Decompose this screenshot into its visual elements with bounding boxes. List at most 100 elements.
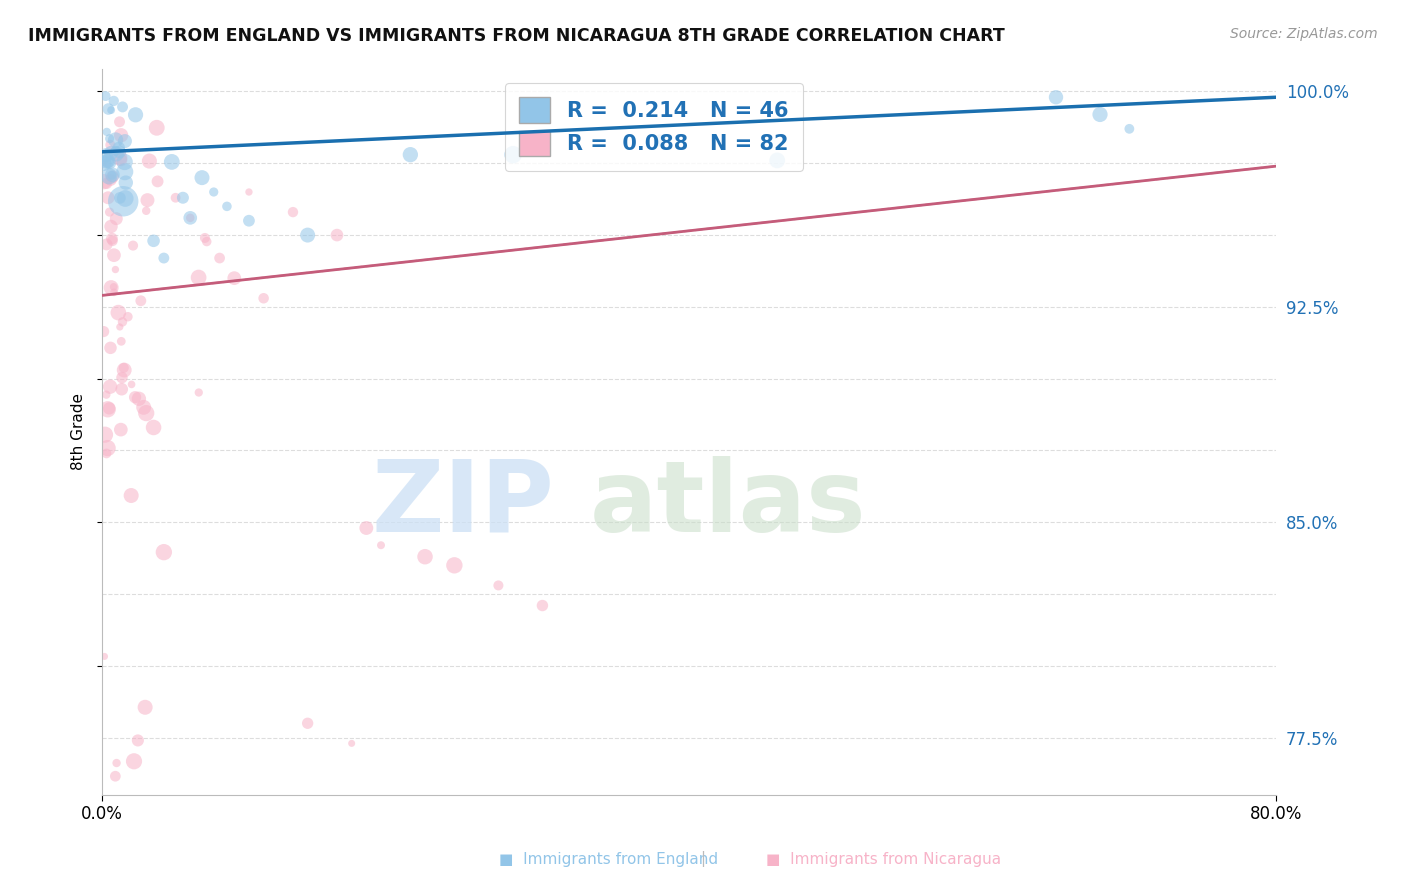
Point: [114, 192, 136, 206]
Point: [1088, 107, 1111, 121]
Text: |: |: [700, 851, 706, 867]
Point: [122, 238, 145, 252]
Text: ■  Immigrants from Nicaragua: ■ Immigrants from Nicaragua: [766, 852, 1001, 867]
Point: [96, 446, 118, 460]
Point: [146, 174, 169, 188]
Point: [93, 156, 115, 170]
Point: [94, 427, 117, 442]
Point: [96, 387, 118, 401]
Point: [93, 325, 115, 339]
Point: [132, 401, 155, 415]
Point: [124, 108, 146, 122]
Point: [110, 128, 132, 143]
Point: [114, 155, 136, 169]
Point: [208, 251, 231, 265]
Point: [370, 538, 392, 552]
Point: [98, 137, 121, 152]
Point: [93, 175, 115, 189]
Point: [215, 199, 238, 213]
Point: [100, 146, 122, 161]
Point: [326, 228, 349, 243]
Point: [111, 100, 134, 114]
Point: [114, 165, 136, 179]
Point: [96, 125, 118, 139]
Text: ZIP: ZIP: [371, 456, 554, 553]
Point: [502, 147, 524, 161]
Point: [94, 148, 117, 162]
Point: [112, 194, 135, 209]
Point: [127, 733, 149, 747]
Point: [94, 89, 117, 103]
Point: [117, 310, 139, 324]
Point: [101, 168, 124, 182]
Point: [142, 234, 165, 248]
Point: [97, 191, 120, 205]
Text: Source: ZipAtlas.com: Source: ZipAtlas.com: [1230, 27, 1378, 41]
Point: [108, 151, 131, 165]
Point: [160, 155, 183, 169]
Point: [93, 649, 115, 664]
Point: [104, 144, 127, 158]
Point: [124, 390, 146, 404]
Point: [107, 305, 129, 319]
Point: [142, 420, 165, 434]
Point: [101, 169, 124, 183]
Point: [114, 176, 136, 190]
Point: [766, 153, 789, 168]
Text: ■  Immigrants from England: ■ Immigrants from England: [499, 852, 718, 867]
Point: [194, 231, 217, 245]
Point: [101, 232, 124, 246]
Point: [97, 102, 120, 116]
Point: [111, 370, 134, 384]
Point: [138, 154, 160, 169]
Text: IMMIGRANTS FROM ENGLAND VS IMMIGRANTS FROM NICARAGUA 8TH GRADE CORRELATION CHART: IMMIGRANTS FROM ENGLAND VS IMMIGRANTS FR…: [28, 27, 1005, 45]
Point: [531, 599, 554, 613]
Point: [121, 377, 143, 392]
Point: [100, 341, 122, 355]
Point: [111, 315, 134, 329]
Point: [1045, 90, 1067, 104]
Point: [96, 154, 118, 169]
Point: [187, 270, 209, 285]
Point: [98, 401, 121, 416]
Point: [110, 423, 132, 437]
Point: [165, 191, 187, 205]
Point: [110, 334, 132, 349]
Point: [134, 700, 156, 714]
Point: [100, 219, 122, 234]
Point: [224, 271, 246, 285]
Point: [101, 234, 124, 248]
Point: [1118, 121, 1140, 136]
Point: [104, 769, 127, 783]
Point: [238, 185, 260, 199]
Point: [145, 120, 167, 135]
Point: [486, 578, 509, 592]
Point: [135, 406, 157, 420]
Point: [108, 115, 131, 129]
Point: [98, 156, 121, 170]
Point: [105, 147, 128, 161]
Point: [281, 205, 304, 219]
Point: [648, 133, 671, 147]
Point: [238, 213, 260, 227]
Point: [93, 155, 115, 169]
Point: [110, 153, 132, 167]
Point: [191, 170, 214, 185]
Y-axis label: 8th Grade: 8th Grade: [72, 393, 86, 470]
Point: [195, 235, 218, 249]
Point: [108, 320, 131, 334]
Point: [100, 280, 122, 294]
Point: [103, 285, 125, 300]
Point: [114, 134, 136, 148]
Point: [179, 211, 201, 225]
Point: [96, 177, 118, 191]
Point: [97, 441, 120, 455]
Point: [172, 191, 194, 205]
Point: [103, 280, 125, 294]
Point: [122, 754, 145, 768]
Point: [100, 173, 122, 187]
Point: [96, 237, 118, 252]
Point: [297, 716, 319, 731]
Point: [128, 392, 150, 406]
Legend: R =  0.214   N = 46, R =  0.088   N = 82: R = 0.214 N = 46, R = 0.088 N = 82: [505, 83, 803, 171]
